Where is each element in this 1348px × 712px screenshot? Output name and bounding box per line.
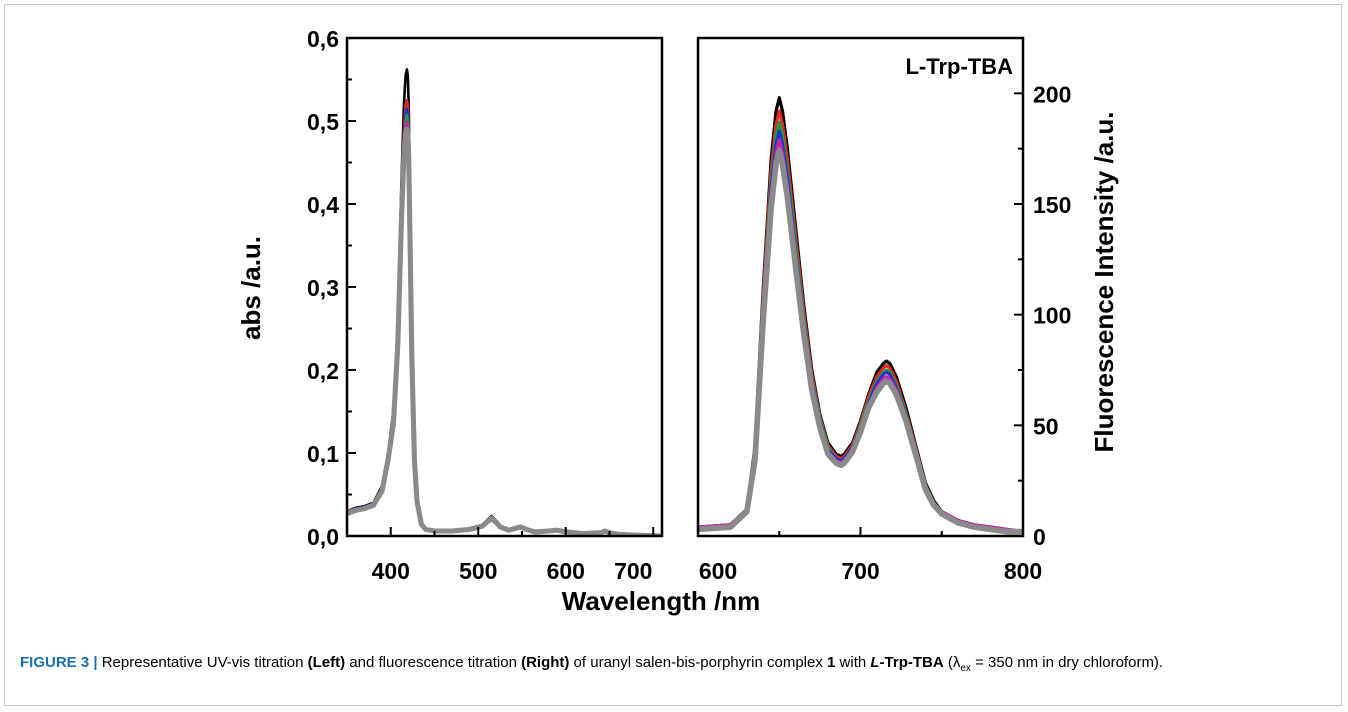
caption-label: FIGURE 3 | (20, 654, 98, 671)
left-y-tick-label: 0,1 (307, 441, 339, 467)
caption-text-6: = 350 nm in dry chloroform). (970, 654, 1164, 671)
left-x-tick-label: 600 (547, 558, 585, 584)
left-x-tick-label: 500 (459, 558, 497, 584)
caption-analyte-prefix: L (870, 654, 880, 671)
right-y-tick-label: 200 (1033, 81, 1071, 107)
right-series-line-6 (698, 148, 1023, 535)
right-y-axis-title: Fluorescence Intensity /a.u. (1089, 112, 1119, 453)
left-series-line-5 (347, 120, 662, 536)
caption-analyte: L-Trp-TBA (870, 654, 943, 671)
left-y-tick-label: 0,4 (307, 192, 339, 218)
right-y-tick-label: 150 (1033, 192, 1071, 218)
left-series-line-6 (347, 126, 662, 536)
right-x-tick-label: 600 (699, 558, 737, 584)
caption-analyte-rest: -Trp-TBA (879, 654, 944, 671)
left-series-line-2 (347, 98, 662, 536)
right-y-tick-label: 50 (1033, 413, 1059, 439)
right-series-line-4 (698, 129, 1023, 534)
caption-text-3: of uranyl salen-bis-porphyrin complex (569, 654, 828, 671)
caption-left: (Left) (307, 654, 346, 671)
right-plot-frame (696, 36, 1025, 538)
right-y-tick-label: 0 (1033, 524, 1046, 550)
right-series-line-5 (698, 138, 1023, 534)
left-x-tick-label: 400 (372, 558, 410, 584)
caption-compound-number: 1 (827, 654, 836, 671)
left-series-group (347, 68, 662, 536)
left-y-tick-label: 0,0 (307, 524, 339, 550)
left-y-tick-label: 0,5 (307, 109, 339, 135)
right-series-line-3 (698, 120, 1023, 534)
left-y-tick-label: 0,2 (307, 358, 339, 384)
right-x-tick-label: 800 (1004, 558, 1042, 584)
figure-caption: FIGURE 3 | Representative UV-vis titrati… (20, 651, 1320, 680)
right-x-tick-label: 700 (841, 558, 879, 584)
right-series-group (698, 96, 1023, 535)
right-panel: 600 700 800 0 50 100 150 200 (696, 36, 1071, 584)
left-panel: 400 500 600 700 0,0 0,1 0,2 0,3 0,4 0,5 0,6 (307, 26, 664, 584)
right-y-tick-label: 100 (1033, 303, 1071, 329)
left-plot-frame (345, 36, 664, 538)
figure-frame (4, 4, 1342, 706)
right-series-line-1 (698, 96, 1023, 534)
caption-text-1: Representative UV-vis titration (97, 654, 308, 671)
caption-right: (Right) (521, 654, 570, 671)
x-axis-title: Wavelength /nm (562, 586, 760, 616)
right-series-line-2 (698, 109, 1023, 534)
left-y-tick-label: 0,3 (307, 275, 339, 301)
caption-text-4: with (835, 654, 871, 671)
left-x-tick-label: 700 (614, 558, 652, 584)
left-series-line-3 (347, 107, 662, 536)
left-series-line-4 (347, 113, 662, 536)
left-y-axis-title: abs /a.u. (236, 236, 266, 340)
caption-text-5: (λ (943, 654, 961, 671)
left-y-tick-label: 0,6 (307, 26, 339, 52)
caption-text-2: and fluorescence titration (345, 654, 522, 671)
compound-annotation: L-Trp-TBA (905, 54, 1013, 79)
left-series-line-1 (347, 68, 662, 536)
caption-subscript: ex (960, 663, 971, 674)
